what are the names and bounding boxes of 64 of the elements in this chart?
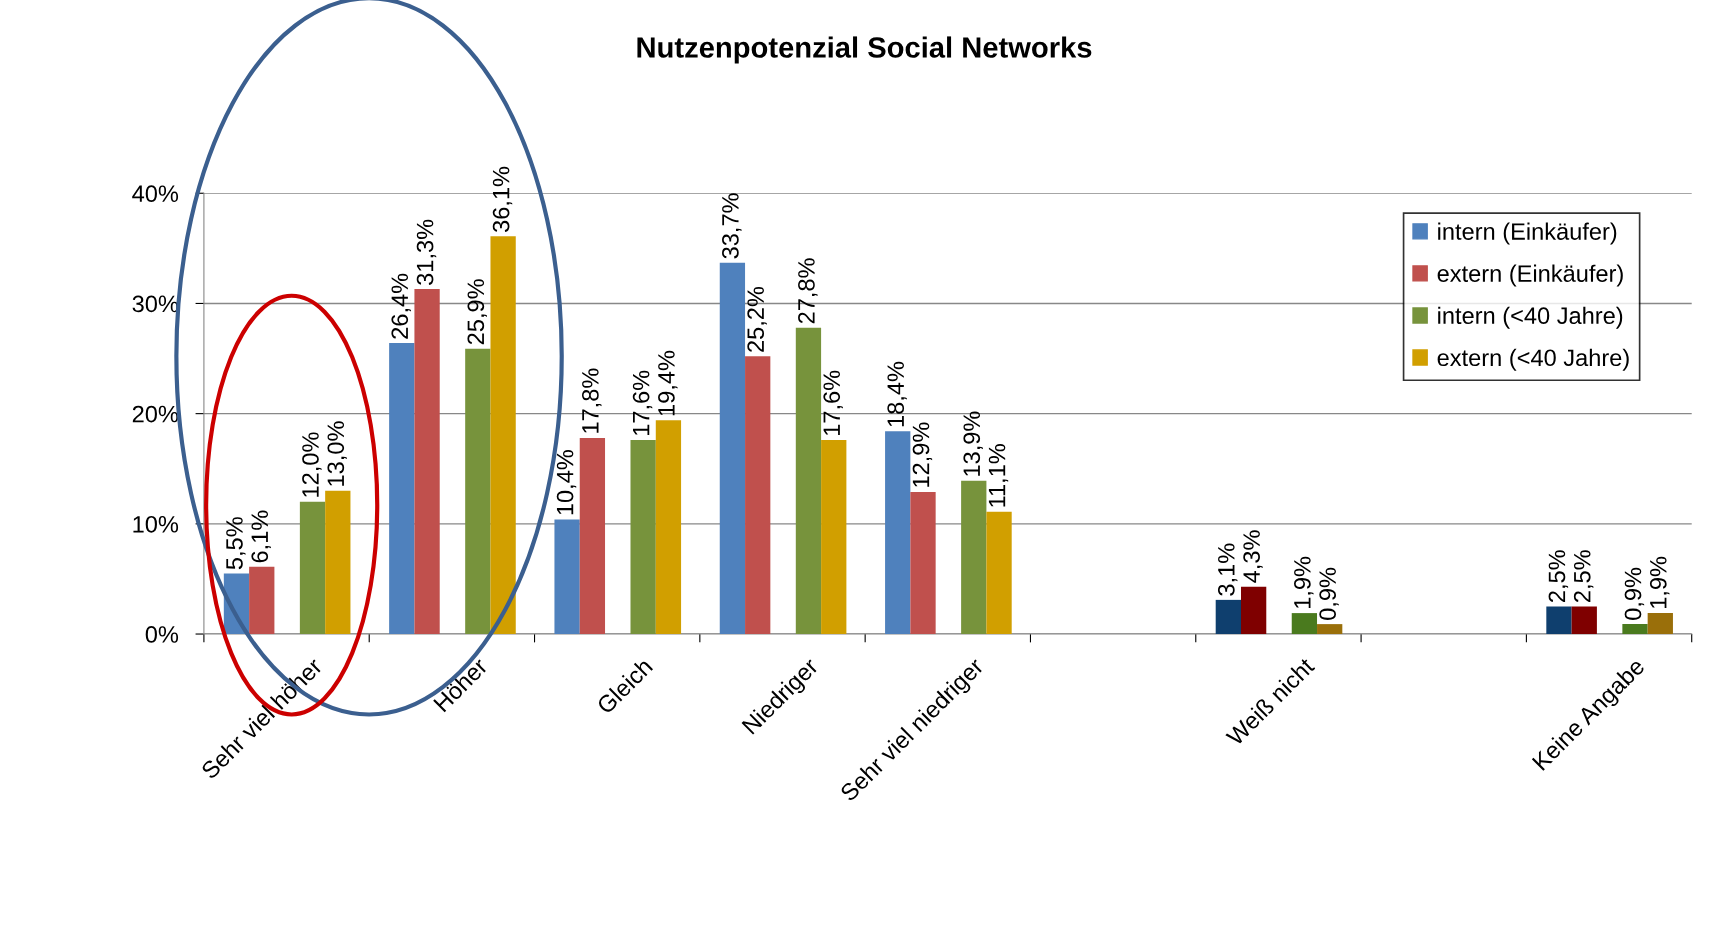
bar — [1291, 613, 1318, 635]
data-label: 0,9% — [1319, 567, 1339, 620]
bar — [1571, 606, 1597, 635]
bar — [1240, 586, 1267, 635]
data-label: 2,5% — [1573, 550, 1594, 602]
bar — [821, 440, 847, 635]
bar — [630, 440, 656, 635]
bar — [1317, 624, 1343, 635]
bar — [961, 480, 987, 635]
data-label: 19,4% — [658, 350, 678, 416]
data-label: 27,8% — [798, 258, 818, 324]
bar — [490, 236, 516, 635]
data-label: 5,5% — [226, 517, 246, 570]
bar — [745, 356, 771, 635]
bar — [655, 420, 682, 635]
data-label: 17,8% — [582, 368, 602, 433]
data-label: 12,0% — [302, 432, 322, 497]
y-tick-label: 30% — [132, 295, 179, 313]
bar — [325, 490, 351, 635]
bar — [249, 566, 275, 635]
data-label: 10,4% — [556, 450, 577, 515]
bar — [719, 262, 746, 635]
legend-label: extern (<40 Jahre) — [1437, 348, 1629, 371]
legend-label: intern (<40 Jahre) — [1438, 306, 1623, 329]
bar — [1546, 606, 1572, 635]
data-label: 25,9% — [467, 279, 487, 345]
data-label: 12,9% — [912, 422, 933, 487]
data-label: 17,6% — [632, 370, 653, 435]
bar — [910, 491, 936, 635]
data-label: 4,3% — [1243, 530, 1263, 583]
y-tick-label: 0% — [145, 626, 179, 643]
data-label: 33,7% — [722, 193, 742, 259]
data-label: 1,9% — [1294, 556, 1314, 608]
bar — [554, 519, 580, 635]
bar — [986, 511, 1012, 635]
data-label: 17,6% — [823, 370, 843, 435]
data-label: 0,9% — [1624, 567, 1645, 620]
bar — [299, 501, 326, 635]
data-label: 13,9% — [963, 411, 983, 476]
data-label: 13,0% — [327, 421, 347, 486]
data-label: 2,5% — [1548, 550, 1569, 602]
bar — [389, 343, 415, 635]
bar — [1622, 624, 1648, 635]
bar — [465, 348, 491, 635]
bar — [1215, 599, 1241, 635]
chart-title: Nutzenpotenzial Social Networks — [637, 36, 1092, 64]
data-label: 36,1% — [492, 166, 513, 233]
y-tick-label: 40% — [132, 185, 179, 203]
y-tick-label: 10% — [133, 515, 179, 533]
data-label: 25,2% — [747, 286, 767, 352]
data-label: 6,1% — [251, 510, 271, 563]
data-label: 11,1% — [988, 444, 1009, 507]
data-label: 18,4% — [887, 361, 907, 427]
bar — [579, 437, 606, 635]
data-label: 31,3% — [416, 219, 437, 285]
bar — [795, 327, 822, 635]
data-label: 26,4% — [391, 273, 411, 339]
data-label: 3,1% — [1217, 543, 1238, 596]
bar — [1647, 613, 1673, 635]
bar — [885, 431, 911, 635]
legend-label: extern (Einkäufer) — [1437, 264, 1623, 287]
bar — [414, 289, 440, 635]
data-label: 1,9% — [1649, 556, 1670, 608]
legend-label: intern (Einkäufer) — [1438, 222, 1617, 245]
